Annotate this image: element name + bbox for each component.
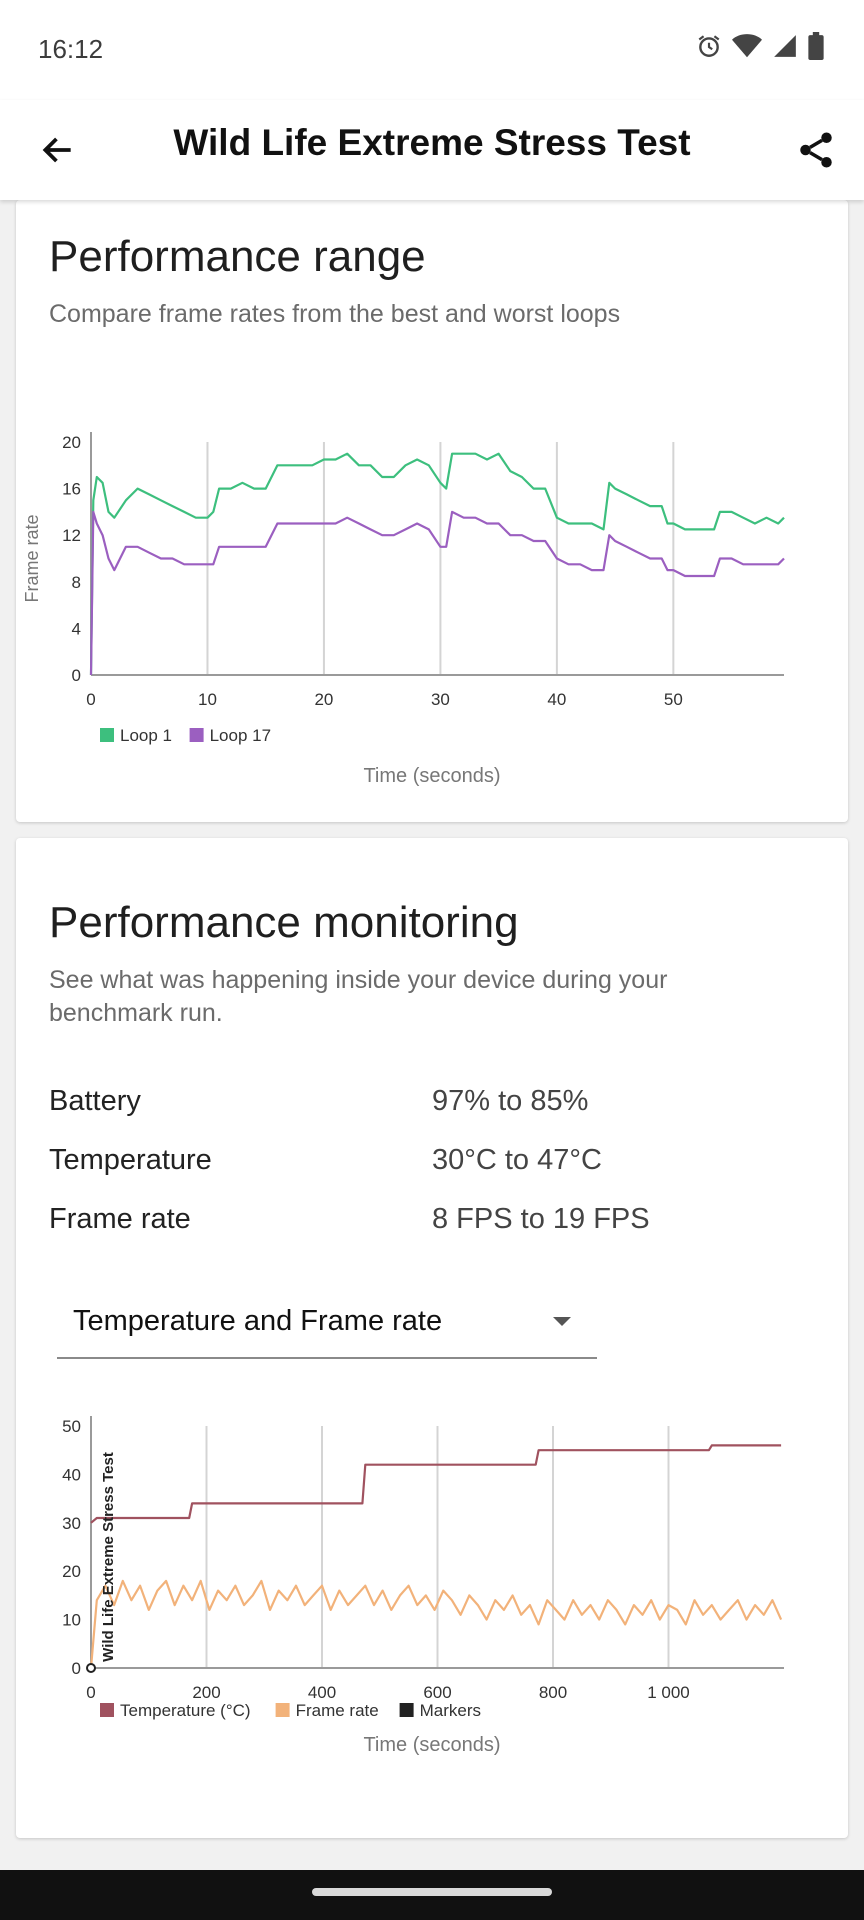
temperature-frame-rate-chart: 0 200 400 600 800 1 000 0 10 20 30 40 50 Wild Life E… <box>62 1416 784 1756</box>
page-title: Wild Life Extreme Stress Test <box>173 122 691 163</box>
alarm-icon <box>698 35 720 57</box>
legend-entry: Frame rate <box>296 1701 379 1720</box>
legend-entry: Temperature (°C) <box>120 1701 251 1720</box>
x-axis-label: Time (seconds) <box>363 1734 500 1756</box>
performance-monitoring-title: Performance monitoring <box>49 898 519 947</box>
y-tick-label: 0 <box>72 1659 81 1678</box>
y-tick-label: 20 <box>62 433 81 452</box>
marker-origin <box>86 1663 96 1673</box>
legend-entry: Markers <box>420 1701 481 1720</box>
legend-swatch <box>189 728 204 742</box>
series-line-frame-rate <box>89 1579 783 1669</box>
battery-value: 97% to 85% <box>432 1085 589 1117</box>
performance-monitoring-card: Performance monitoring See what was happ… <box>16 838 848 1838</box>
performance-range-title: Performance range <box>49 232 426 281</box>
temperature-label: Temperature <box>49 1144 212 1176</box>
performance-monitoring-subtitle: See what was happening inside your devic… <box>49 966 668 1027</box>
y-tick-label: 16 <box>62 480 81 499</box>
x-tick-label: 30 <box>431 690 450 709</box>
x-tick-label: 200 <box>192 1683 220 1702</box>
y-tick-label: 0 <box>72 666 81 685</box>
signal-icon <box>774 35 796 57</box>
y-tick-label: 50 <box>62 1417 81 1436</box>
series-line-loop-17 <box>89 510 785 676</box>
x-tick-label: 50 <box>664 690 683 709</box>
y-tick-label: 10 <box>62 1611 81 1630</box>
chevron-down-icon <box>553 1317 571 1326</box>
battery-icon <box>808 32 824 60</box>
x-tick-label: 800 <box>539 1683 567 1702</box>
navigation-bar <box>0 1870 864 1920</box>
frame-rate-chart: 0 10 20 30 40 50 0 4 8 12 16 20 Frame rate Loop 1 Loop… <box>22 432 785 787</box>
wifi-icon <box>732 34 762 58</box>
x-tick-label: 20 <box>314 690 333 709</box>
legend-swatch <box>275 1703 290 1717</box>
performance-range-subtitle: Compare frame rates from the best and wo… <box>49 300 621 328</box>
y-axis-label: Frame rate <box>22 514 42 602</box>
series-line-temperature-c <box>90 1444 782 1524</box>
legend-entry: Loop 1 <box>120 726 172 745</box>
frame-rate-value: 8 FPS to 19 FPS <box>432 1203 650 1235</box>
share-button[interactable] <box>788 122 844 178</box>
home-gesture-handle[interactable] <box>312 1888 552 1896</box>
x-tick-label: 1 000 <box>647 1683 690 1702</box>
x-tick-label: 40 <box>547 690 566 709</box>
y-tick-label: 20 <box>62 1562 81 1581</box>
dropdown-selected-value: Temperature and Frame rate <box>73 1305 443 1337</box>
y-tick-label: 4 <box>72 619 81 638</box>
series-line-loop-1 <box>89 452 785 676</box>
y-tick-label: 12 <box>62 526 81 545</box>
x-tick-label: 400 <box>308 1683 336 1702</box>
status-icons <box>696 32 824 60</box>
legend-swatch <box>100 728 114 742</box>
app-bar: Wild Life Extreme Stress Test <box>0 100 864 200</box>
status-time: 16:12 <box>38 34 104 64</box>
y-tick-label: 30 <box>62 1514 81 1533</box>
y-tick-label: 8 <box>72 573 81 592</box>
frame-rate-label: Frame rate <box>49 1203 191 1235</box>
battery-label: Battery <box>49 1085 141 1117</box>
legend-swatch <box>100 1703 114 1717</box>
y-tick-label: 40 <box>62 1465 81 1484</box>
legend-swatch <box>399 1703 414 1717</box>
share-icon <box>800 132 832 168</box>
performance-range-card: Performance range Compare frame rates fr… <box>16 200 848 822</box>
x-tick-label: 10 <box>198 690 217 709</box>
status-bar: 16:12 <box>0 0 864 100</box>
x-tick-label: 600 <box>423 1683 451 1702</box>
x-tick-label: 0 <box>86 690 95 709</box>
marker-label: Wild Life Extreme Stress Test <box>100 1452 117 1662</box>
chart-type-dropdown[interactable]: Temperature and Frame rate <box>57 1291 597 1359</box>
x-axis-label: Time (seconds) <box>363 765 500 787</box>
arrow-left-icon <box>42 137 71 163</box>
back-button[interactable] <box>30 122 86 178</box>
x-tick-label: 0 <box>86 1683 95 1702</box>
legend-entry: Loop 17 <box>210 726 271 745</box>
temperature-value: 30°C to 47°C <box>432 1144 602 1176</box>
